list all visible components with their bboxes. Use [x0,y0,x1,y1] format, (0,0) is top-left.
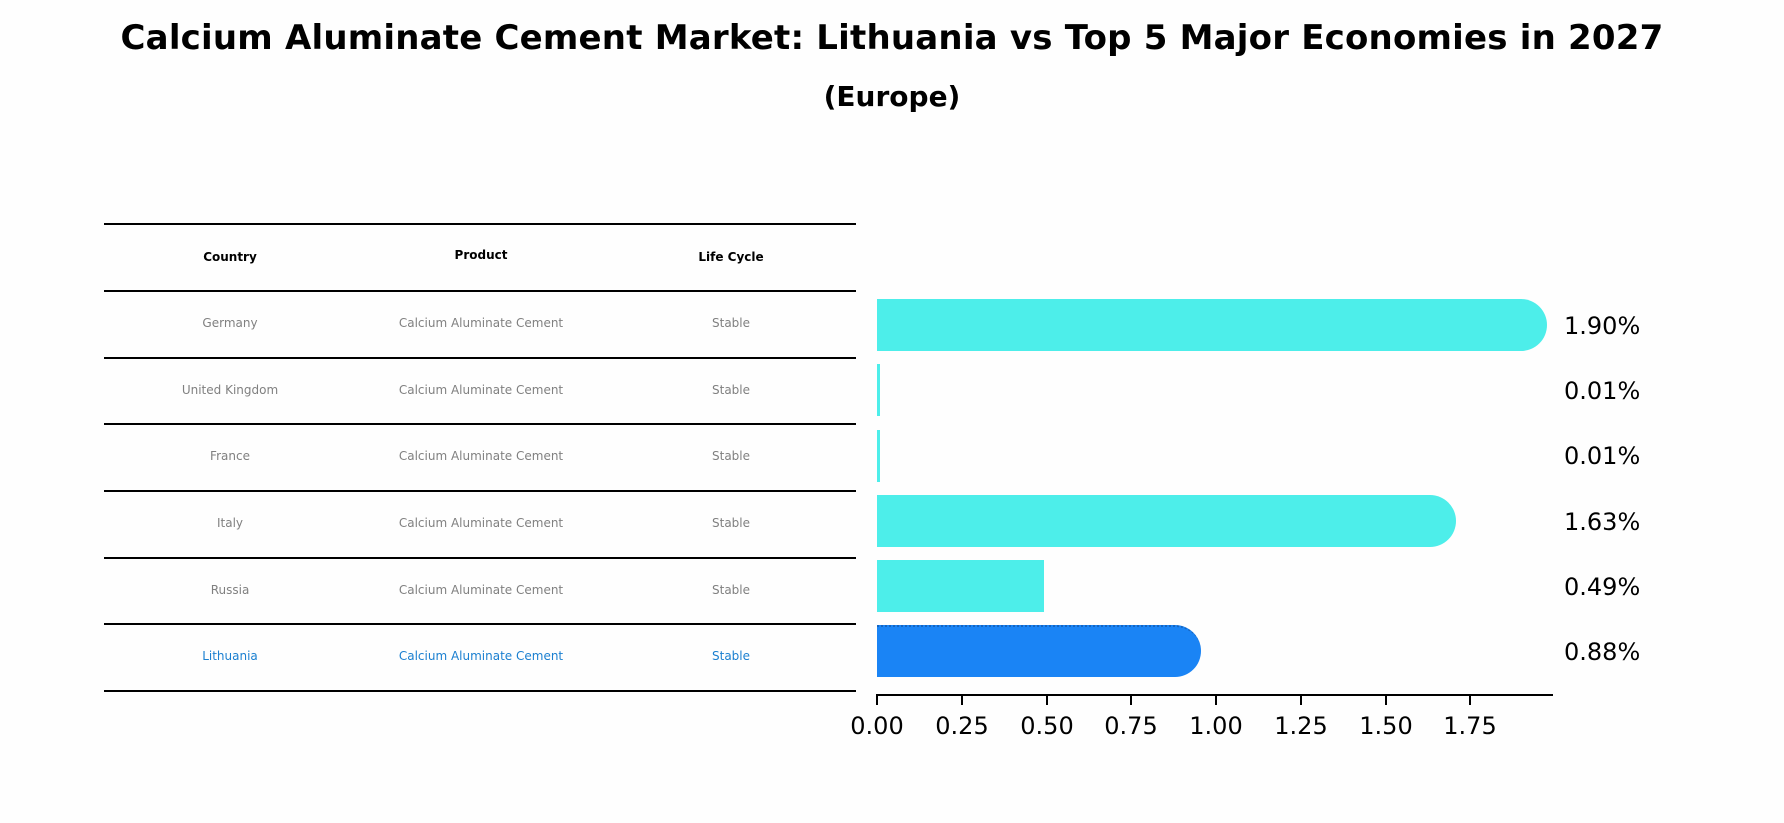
x-tick-label: 0.50 [1020,712,1074,740]
x-tick-label: 1.00 [1189,712,1243,740]
bar-russia [877,560,1044,612]
x-tick [1469,696,1471,705]
x-tick [876,696,878,705]
x-tick-label: 0.25 [935,712,989,740]
value-label: 0.01% [1564,377,1641,405]
table-rule [104,357,856,359]
bar-france [877,430,880,482]
bar-lithuania [877,625,1201,677]
cell-product: Calcium Aluminate Cement [398,316,564,330]
cell-product: Calcium Aluminate Cement [398,383,564,397]
cell-life-cycle: Stable [711,516,751,530]
cell-country: Italy [216,516,244,530]
column-header-life-cycle: Life Cycle [698,250,764,264]
chart-subtitle: (Europe) [823,80,961,113]
bar-united-kingdom [877,364,880,416]
table-rule [104,623,856,625]
column-header-country: Country [203,250,257,264]
cell-product: Calcium Aluminate Cement [398,649,564,663]
table-rule [104,690,856,692]
bar-italy [877,495,1456,547]
value-label: 1.63% [1564,508,1641,536]
table-rule [104,223,856,225]
value-label: 0.49% [1564,573,1641,601]
cell-life-cycle: Stable [711,583,751,597]
cell-life-cycle: Stable [711,383,751,397]
cell-life-cycle: Stable [711,449,751,463]
value-label: 0.01% [1564,442,1641,470]
cell-country: France [210,449,250,463]
cell-product: Calcium Aluminate Cement [398,516,564,530]
x-tick [1385,696,1387,705]
x-tick [1046,696,1048,705]
cell-country: United Kingdom [181,383,279,397]
cell-country: Lithuania [202,649,258,663]
x-tick-label: 1.25 [1274,712,1328,740]
table-rule [104,557,856,559]
x-tick-label: 1.50 [1359,712,1413,740]
cell-country: Russia [210,583,250,597]
x-tick [961,696,963,705]
value-label: 0.88% [1564,638,1641,666]
cell-product: Calcium Aluminate Cement [398,449,564,463]
cell-product: Calcium Aluminate Cement [398,583,564,597]
cell-country: Germany [202,316,258,330]
x-tick-label: 0.00 [850,712,904,740]
x-axis-line [876,694,1553,696]
x-tick-label: 1.75 [1443,712,1497,740]
cell-life-cycle: Stable [711,316,751,330]
x-tick-label: 0.75 [1104,712,1158,740]
table-rule [104,290,856,292]
table-rule [104,490,856,492]
chart-title: Calcium Aluminate Cement Market: Lithuan… [120,18,1664,58]
table-rule [104,423,856,425]
x-tick [1300,696,1302,705]
value-label: 1.90% [1564,312,1641,340]
x-tick [1215,696,1217,705]
x-tick [1130,696,1132,705]
column-header-product: Product [454,248,508,262]
cell-life-cycle: Stable [711,649,751,663]
bar-germany [877,299,1547,351]
